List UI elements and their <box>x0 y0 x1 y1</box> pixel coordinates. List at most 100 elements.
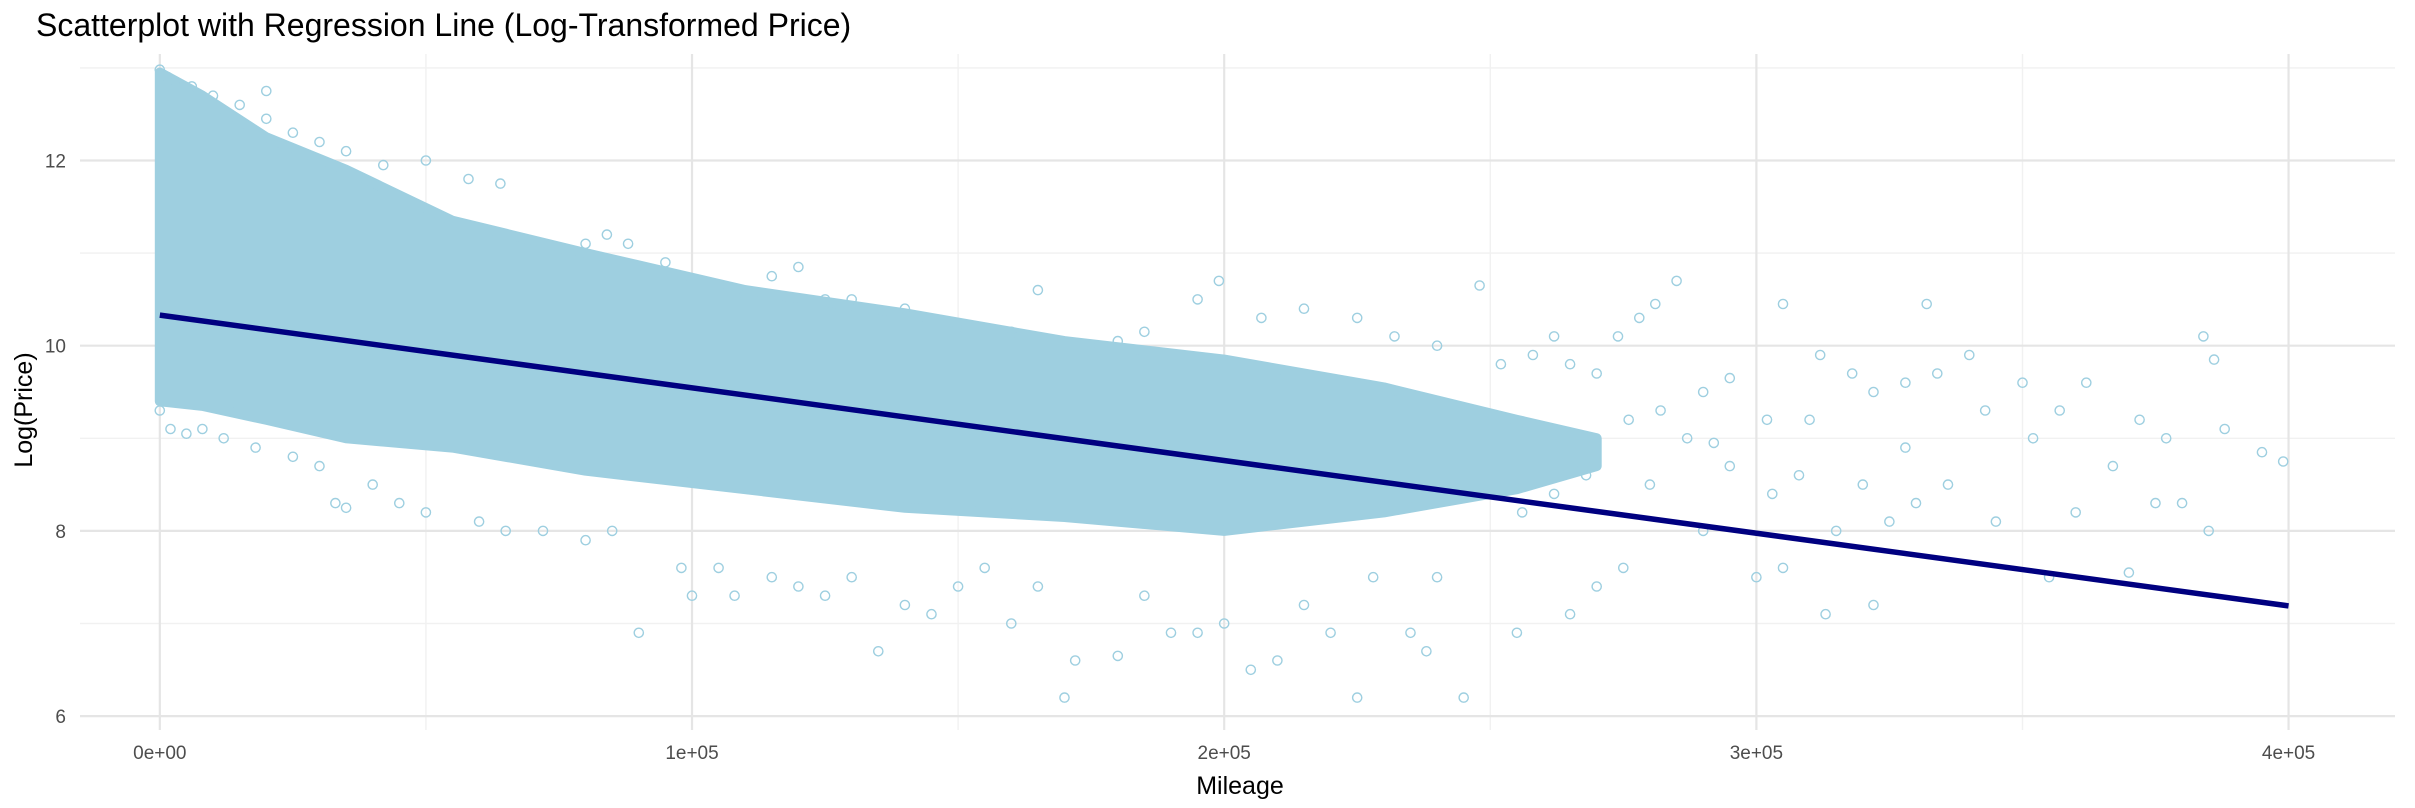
data-point <box>1112 335 1124 347</box>
data-point <box>1697 386 1709 398</box>
data-point <box>2070 507 2081 518</box>
data-point <box>1814 349 1826 361</box>
data-point <box>2176 497 2188 509</box>
data-point <box>2123 567 2135 578</box>
data-point <box>340 145 352 157</box>
data-point <box>1139 326 1150 338</box>
data-point <box>1298 303 1310 315</box>
data-point <box>1900 442 1911 453</box>
data-point <box>2080 377 2092 389</box>
data-point <box>1644 479 1656 490</box>
x-tick-label: 4e+05 <box>2262 743 2315 764</box>
data-point <box>766 270 778 282</box>
data-point <box>766 571 778 583</box>
data-point <box>1655 405 1666 416</box>
data-point <box>1085 340 1097 352</box>
data-point <box>1932 368 1943 379</box>
data-point <box>1900 377 1911 389</box>
data-point <box>952 321 964 333</box>
data-point <box>2017 377 2028 389</box>
data-point <box>1830 525 1842 537</box>
data-point <box>367 479 379 490</box>
y-tick-label: 8 <box>55 522 66 543</box>
data-point <box>314 136 325 148</box>
data-point <box>1634 312 1645 324</box>
data-point <box>952 581 964 592</box>
data-point <box>606 525 618 537</box>
data-point <box>819 590 831 602</box>
data-point <box>686 275 698 287</box>
data-point <box>393 497 405 509</box>
data-point <box>1367 571 1379 583</box>
data-point <box>314 460 325 472</box>
data-point <box>1548 331 1560 342</box>
data-point <box>181 428 192 440</box>
data-point <box>1979 405 1991 416</box>
data-point <box>1990 516 2002 527</box>
data-point <box>1458 692 1469 703</box>
data-point <box>287 127 299 138</box>
x-tick-label: 3e+05 <box>1730 743 1783 764</box>
data-point <box>1192 294 1203 305</box>
data-point <box>1474 280 1485 291</box>
data-point <box>1511 627 1523 639</box>
data-point <box>1612 331 1624 342</box>
data-points <box>154 64 2289 703</box>
data-point <box>1564 608 1576 620</box>
x-tick-label: 1e+05 <box>665 743 718 764</box>
data-point <box>1351 692 1363 703</box>
data-point <box>729 590 740 602</box>
y-tick-label: 10 <box>45 337 66 358</box>
data-point <box>1431 571 1443 583</box>
data-point <box>1431 340 1443 352</box>
data-point <box>1820 608 1831 620</box>
data-point <box>1793 469 1805 481</box>
data-point <box>170 76 182 88</box>
x-axis-tick-labels: 0e+00 1e+05 2e+05 3e+05 4e+05 <box>133 743 2315 764</box>
data-point <box>260 85 272 97</box>
data-point <box>676 562 687 574</box>
data-point <box>1213 275 1225 287</box>
data-point <box>580 534 591 546</box>
data-point <box>601 229 613 240</box>
data-point <box>873 646 884 657</box>
data-point <box>1112 650 1124 662</box>
data-point <box>1868 599 1879 611</box>
data-point <box>2150 497 2161 509</box>
data-point <box>340 502 352 514</box>
data-point <box>1032 581 1044 592</box>
data-point <box>819 294 831 305</box>
data-point <box>1761 414 1773 426</box>
data-point <box>1218 618 1230 629</box>
data-point <box>1618 562 1629 574</box>
data-point <box>1580 469 1592 481</box>
dense-point-cloud <box>154 67 1602 536</box>
data-point <box>2134 414 2145 426</box>
regression-line-path <box>159 312 2289 609</box>
data-point <box>2256 446 2268 458</box>
data-point <box>1964 349 1975 361</box>
data-point <box>2208 354 2220 365</box>
data-point <box>1868 386 1879 398</box>
data-point <box>1884 516 1895 527</box>
data-point <box>622 238 634 250</box>
data-point <box>739 289 751 301</box>
data-point <box>793 261 804 273</box>
chart-title: Scatterplot with Regression Line (Log-Tr… <box>36 7 851 43</box>
data-point <box>926 608 937 620</box>
data-point <box>377 159 389 171</box>
data-point <box>2277 456 2289 467</box>
data-point <box>793 581 804 592</box>
data-point <box>154 405 166 416</box>
data-point <box>1421 646 1432 657</box>
data-point <box>713 562 724 574</box>
data-point <box>1059 692 1070 703</box>
data-point <box>1527 349 1539 361</box>
data-point <box>1192 627 1203 639</box>
data-point <box>1032 284 1044 296</box>
data-point <box>186 81 198 92</box>
data-point <box>207 90 219 101</box>
y-tick-label: 6 <box>55 707 66 728</box>
data-point <box>580 238 591 250</box>
data-point <box>1650 298 1661 310</box>
